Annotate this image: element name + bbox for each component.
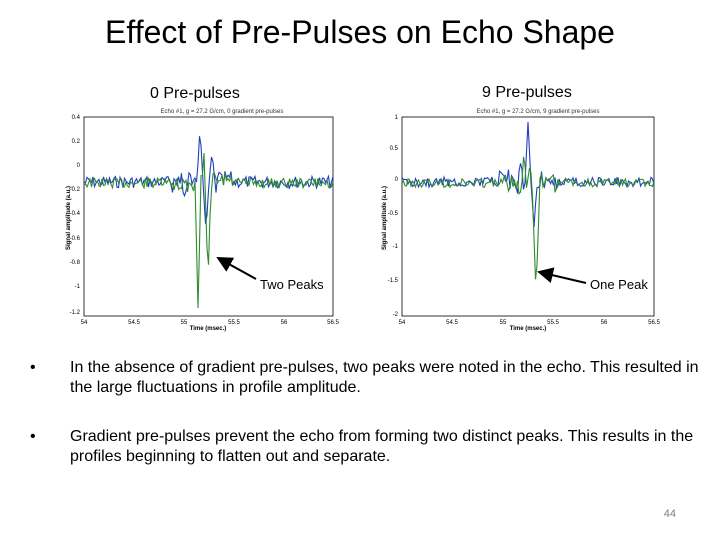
annotation-two-peaks: Two Peaks	[260, 277, 324, 292]
x-ticks-left: 54 54.5 55 55.5 56 56.5	[81, 320, 340, 326]
ytick: -1	[393, 244, 399, 250]
x-axis-label-right: Time (msec.)	[510, 326, 547, 332]
bullet-text: Gradient pre-pulses prevent the echo fro…	[70, 428, 694, 465]
page-number: 44	[663, 508, 676, 520]
arrow-one-peak	[537, 267, 587, 284]
ytick: 0.4	[72, 115, 81, 121]
y-ticks-left: 0.4 0.2 0 -0.2 -0.4 -0.6 -0.8 -1 -1.2	[70, 115, 81, 316]
bullet-item: • Gradient pre-pulses prevent the echo fr…	[30, 427, 700, 467]
plot-frame-right	[401, 116, 655, 317]
ytick: -0.6	[70, 236, 81, 242]
xtick: 55.5	[547, 320, 559, 326]
ytick: -1.5	[388, 278, 399, 284]
ytick: -2	[393, 312, 399, 318]
panel-label-left: 0 Pre-pulses	[150, 85, 240, 102]
slide-title: Effect of Pre-Pulses on Echo Shape	[105, 14, 615, 50]
bullet-list: • In the absence of gradient pre-pulses, …	[30, 358, 700, 496]
xtick: 55	[181, 320, 188, 326]
xtick: 56	[601, 320, 608, 326]
bullet-dot: •	[30, 359, 36, 376]
x-axis-label-left: Time (msec.)	[190, 326, 227, 332]
ytick: 0	[77, 163, 81, 169]
green-trace-right	[401, 156, 655, 280]
ytick: -1	[75, 284, 81, 290]
plot-frame-left	[83, 116, 334, 317]
xtick: 56.5	[327, 320, 339, 326]
echo-plot-0-prepulses: Echo #1, g = 27.2 G/cm, 0 gradient pre-p…	[66, 109, 340, 332]
ytick: 0.5	[390, 146, 399, 152]
bullet-dot: •	[30, 428, 36, 445]
ytick: -0.8	[70, 260, 81, 266]
green-trace-left	[83, 152, 334, 309]
annotation-one-peak: One Peak	[590, 277, 648, 292]
panel-label-right: 9 Pre-pulses	[482, 84, 572, 101]
y-axis-label-left: Signal amplitude (a.u.)	[66, 186, 72, 250]
xtick: 54	[81, 320, 88, 326]
arrow-two-peaks	[216, 257, 257, 280]
xtick: 55.5	[228, 320, 240, 326]
xtick: 56.5	[648, 320, 660, 326]
xtick: 54.5	[128, 320, 140, 326]
xtick: 54.5	[446, 320, 458, 326]
xtick: 55	[500, 320, 507, 326]
ytick: -0.2	[70, 187, 81, 193]
x-ticks-right: 54 54.5 55 55.5 56 56.5	[399, 320, 661, 326]
y-ticks-right: 1 0.5 0 -0.5 -1 -1.5 -2	[388, 115, 399, 318]
y-axis-label-right: Signal amplitude (a.u.)	[382, 186, 388, 250]
plot-title-right: Echo #1, g = 27.2 G/cm, 9 gradient pre-p…	[477, 109, 600, 115]
bullet-item: • In the absence of gradient pre-pulses, …	[30, 358, 700, 398]
ytick: -1.2	[70, 310, 81, 316]
ytick: 0.2	[72, 139, 81, 145]
echo-plot-9-prepulses: Echo #1, g = 27.2 G/cm, 9 gradient pre-p…	[382, 109, 661, 332]
bullet-text: In the absence of gradient pre-pulses, t…	[70, 359, 699, 396]
ytick: -0.5	[388, 211, 399, 217]
blue-trace-right	[401, 121, 655, 228]
blue-trace-left	[83, 136, 334, 224]
xtick: 56	[281, 320, 288, 326]
ytick: 1	[395, 115, 399, 121]
plot-title-left: Echo #1, g = 27.2 G/cm, 0 gradient pre-p…	[161, 109, 284, 115]
xtick: 54	[399, 320, 406, 326]
ytick: 0	[395, 177, 399, 183]
ytick: -0.4	[70, 211, 81, 217]
